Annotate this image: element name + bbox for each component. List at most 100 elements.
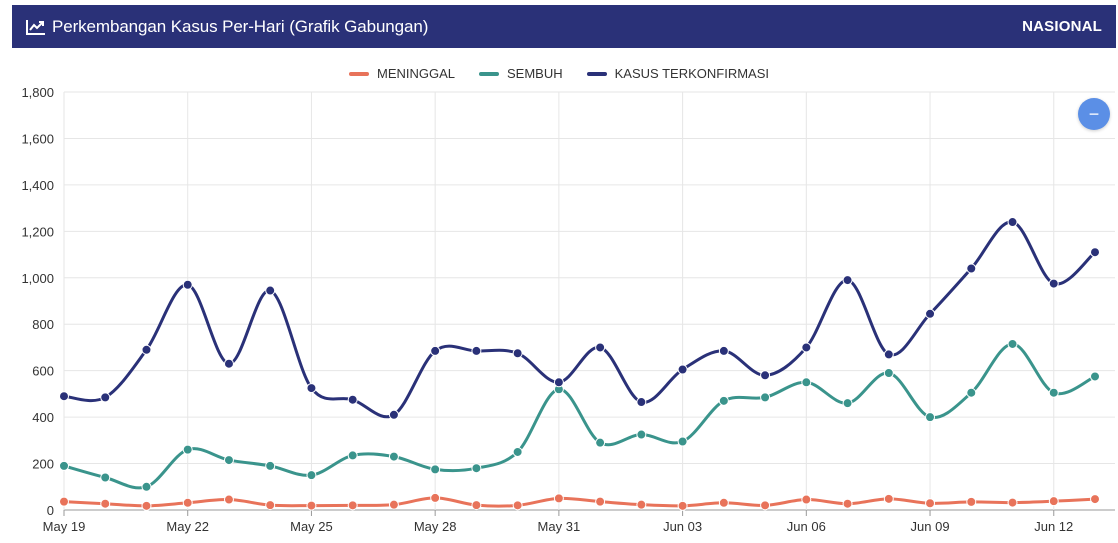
legend-label: KASUS TERKONFIRMASI <box>614 66 769 81</box>
data-point[interactable] <box>59 496 69 507</box>
data-point[interactable] <box>801 342 812 353</box>
data-point[interactable] <box>636 429 647 440</box>
data-point[interactable] <box>925 498 936 509</box>
data-point[interactable] <box>718 345 729 356</box>
data-point[interactable] <box>1048 278 1059 289</box>
data-point[interactable] <box>59 460 69 471</box>
data-point[interactable] <box>265 460 276 471</box>
data-point[interactable] <box>388 409 399 420</box>
data-point[interactable] <box>718 497 729 508</box>
data-point[interactable] <box>306 470 317 481</box>
data-point[interactable] <box>306 500 317 511</box>
legend-item[interactable]: KASUS TERKONFIRMASI <box>586 66 769 81</box>
data-point[interactable] <box>677 364 688 375</box>
data-point[interactable] <box>100 498 111 509</box>
legend-item[interactable]: SEMBUH <box>479 66 563 81</box>
x-tick-label: Jun 12 <box>1034 519 1073 534</box>
data-point[interactable] <box>760 392 771 403</box>
data-point[interactable] <box>388 499 399 510</box>
data-point[interactable] <box>1048 496 1059 507</box>
x-tick-label: Jun 03 <box>663 519 702 534</box>
data-point[interactable] <box>223 494 234 505</box>
data-point[interactable] <box>677 436 688 447</box>
minus-icon: − <box>1088 104 1100 124</box>
data-point[interactable] <box>59 391 69 402</box>
series-line <box>63 496 1096 508</box>
data-point[interactable] <box>347 500 358 511</box>
data-point[interactable] <box>471 500 482 511</box>
data-point[interactable] <box>512 348 523 359</box>
data-point[interactable] <box>842 498 853 509</box>
data-point[interactable] <box>966 263 977 274</box>
data-point[interactable] <box>925 412 936 423</box>
data-point[interactable] <box>883 367 894 378</box>
data-point[interactable] <box>141 344 152 355</box>
series-kasus-terkonfirmasi <box>59 217 1100 420</box>
data-point[interactable] <box>1007 217 1018 228</box>
series-meninggal <box>59 492 1100 511</box>
data-point[interactable] <box>347 450 358 461</box>
legend-swatch <box>479 71 500 76</box>
data-point[interactable] <box>430 464 441 475</box>
data-point[interactable] <box>883 493 894 504</box>
y-tick-label: 1,600 <box>21 131 54 146</box>
data-point[interactable] <box>182 497 193 508</box>
data-point[interactable] <box>471 345 482 356</box>
data-point[interactable] <box>430 345 441 356</box>
data-point[interactable] <box>1090 494 1100 505</box>
y-tick-label: 0 <box>47 503 54 518</box>
x-tick-label: May 22 <box>166 519 209 534</box>
data-point[interactable] <box>925 308 936 319</box>
data-point[interactable] <box>471 463 482 474</box>
data-point[interactable] <box>966 387 977 398</box>
data-point[interactable] <box>223 455 234 466</box>
x-tick-label: May 19 <box>43 519 86 534</box>
data-point[interactable] <box>883 349 894 360</box>
data-point[interactable] <box>966 496 977 507</box>
data-point[interactable] <box>430 492 441 503</box>
data-point[interactable] <box>1090 247 1100 258</box>
data-point[interactable] <box>718 395 729 406</box>
data-point[interactable] <box>760 500 771 511</box>
data-point[interactable] <box>141 500 152 511</box>
data-point[interactable] <box>760 370 771 381</box>
y-tick-label: 600 <box>32 364 54 379</box>
data-point[interactable] <box>265 500 276 511</box>
data-point[interactable] <box>100 392 111 403</box>
data-point[interactable] <box>553 493 564 504</box>
data-point[interactable] <box>182 444 193 455</box>
data-point[interactable] <box>223 358 234 369</box>
data-point[interactable] <box>677 500 688 511</box>
data-point[interactable] <box>636 397 647 408</box>
data-point[interactable] <box>842 275 853 286</box>
data-point[interactable] <box>100 472 111 483</box>
data-point[interactable] <box>1090 371 1100 382</box>
data-point[interactable] <box>595 437 606 448</box>
data-point[interactable] <box>1007 497 1018 508</box>
data-point[interactable] <box>141 481 152 492</box>
data-point[interactable] <box>512 500 523 511</box>
data-point[interactable] <box>265 285 276 296</box>
y-tick-label: 200 <box>32 457 54 472</box>
data-point[interactable] <box>636 499 647 510</box>
data-point[interactable] <box>512 446 523 457</box>
data-point[interactable] <box>595 496 606 507</box>
y-tick-label: 400 <box>32 410 54 425</box>
data-point[interactable] <box>347 394 358 405</box>
x-tick-label: May 25 <box>290 519 333 534</box>
data-point[interactable] <box>388 451 399 462</box>
data-point[interactable] <box>553 377 564 388</box>
data-point[interactable] <box>182 279 193 290</box>
data-point[interactable] <box>801 377 812 388</box>
x-tick-label: Jun 09 <box>911 519 950 534</box>
data-point[interactable] <box>595 342 606 353</box>
data-point[interactable] <box>1007 338 1018 349</box>
data-point[interactable] <box>306 383 317 394</box>
data-point[interactable] <box>801 494 812 505</box>
legend-item[interactable]: MENINGGAL <box>349 66 455 81</box>
data-point[interactable] <box>1048 387 1059 398</box>
collapse-button[interactable]: − <box>1078 98 1110 130</box>
x-tick-label: May 28 <box>414 519 457 534</box>
data-point[interactable] <box>842 398 853 409</box>
series-line <box>63 220 1097 419</box>
